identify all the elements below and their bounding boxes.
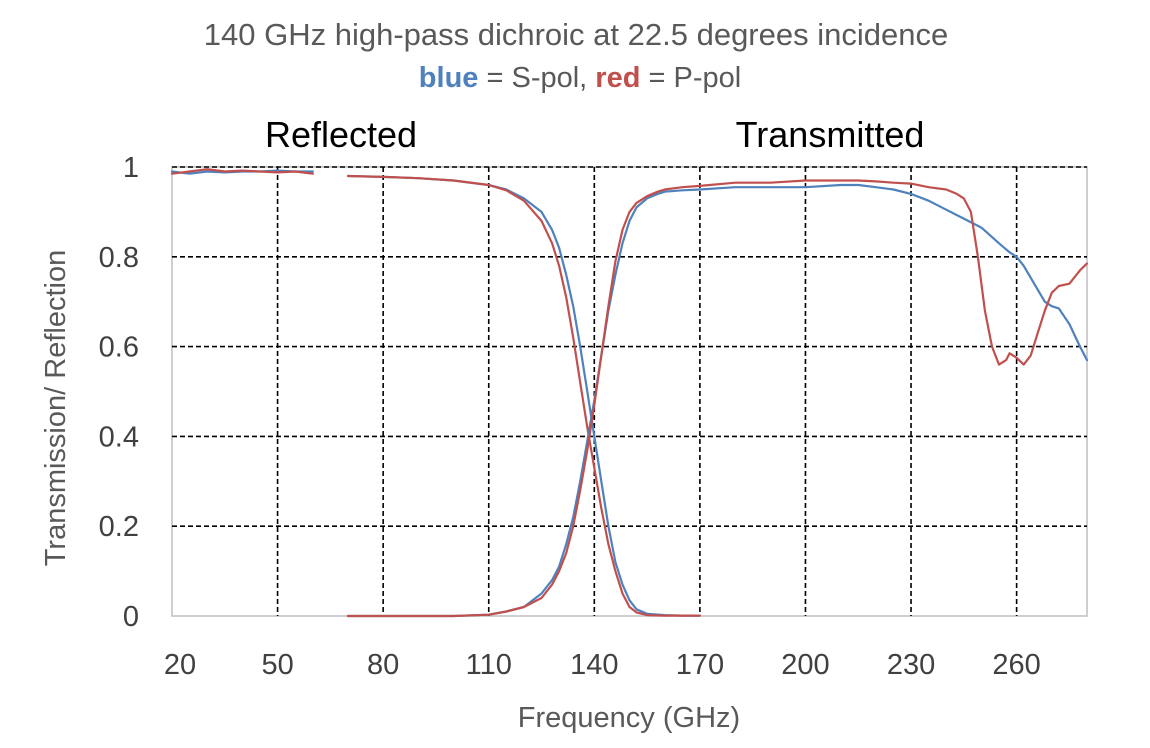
y-tick-label-5: 1 bbox=[123, 152, 139, 184]
legend-blue-word: blue bbox=[419, 62, 479, 94]
region-label-transmitted: Transmitted bbox=[736, 114, 925, 155]
y-tick-labels: 0 0.2 0.4 0.6 0.8 1 bbox=[99, 152, 139, 633]
legend-blue-desc: = S-pol, bbox=[478, 62, 595, 94]
series-line-3 bbox=[346, 174, 702, 617]
y-tick-label-4: 0.8 bbox=[99, 242, 139, 274]
x-tick-label-0: 20 bbox=[164, 649, 196, 681]
x-tick-label-7: 230 bbox=[887, 649, 935, 681]
series-line-2 bbox=[346, 174, 702, 617]
x-tick-label-2: 80 bbox=[367, 649, 399, 681]
x-axis-title: Frequency (GHz) bbox=[518, 702, 740, 734]
y-tick-label-0: 0 bbox=[123, 601, 139, 633]
series-line-4 bbox=[346, 183, 1089, 618]
region-label-reflected: Reflected bbox=[265, 114, 417, 155]
x-tick-labels: 20 50 80 110 140 170 200 230 260 bbox=[164, 649, 1041, 681]
y-tick-label-1: 0.2 bbox=[99, 511, 139, 543]
y-tick-label-2: 0.4 bbox=[99, 421, 139, 453]
chart-title: 140 GHz high-pass dichroic at 22.5 degre… bbox=[204, 17, 948, 52]
chart-legend: blue = S-pol, red = P-pol bbox=[419, 62, 741, 94]
x-tick-label-3: 110 bbox=[466, 649, 512, 681]
plot-area bbox=[171, 166, 1088, 617]
series-line-5 bbox=[346, 179, 1089, 618]
series-line-1 bbox=[170, 168, 314, 175]
grid-layer bbox=[172, 166, 1087, 616]
x-tick-label-4: 140 bbox=[570, 649, 618, 681]
y-tick-label-3: 0.6 bbox=[99, 332, 139, 364]
y-axis-title: Transmission/ Reflection bbox=[40, 250, 72, 566]
x-tick-label-8: 260 bbox=[992, 649, 1040, 681]
x-tick-label-5: 170 bbox=[676, 649, 724, 681]
legend-red-word: red bbox=[595, 62, 640, 94]
legend-red-desc: = P-pol bbox=[640, 62, 741, 94]
series-layer bbox=[170, 168, 1089, 618]
x-tick-label-6: 200 bbox=[781, 649, 829, 681]
x-tick-label-1: 50 bbox=[261, 649, 293, 681]
